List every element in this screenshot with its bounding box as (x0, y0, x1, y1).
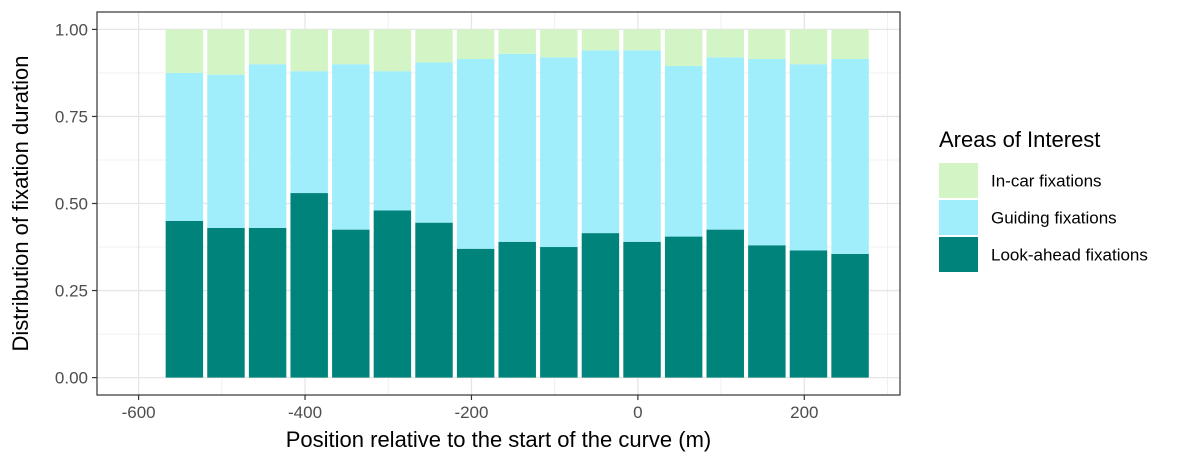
bar-segment (664, 29, 703, 66)
bar-segment (623, 50, 661, 242)
bar-segment (373, 210, 412, 378)
legend-title: Areas of Interest (939, 127, 1100, 152)
bar-segment (415, 222, 453, 378)
bar-segment (540, 29, 578, 58)
bars (165, 29, 869, 378)
x-axis-title: Position relative to the start of the cu… (286, 427, 712, 452)
bar-segment (498, 29, 536, 54)
bar-segment (664, 236, 703, 378)
bar-segment (540, 247, 578, 378)
bar-segment (498, 241, 536, 378)
bar-segment (498, 53, 536, 242)
bar-segment (831, 29, 869, 60)
bar-segment (831, 59, 869, 254)
bar-segment (207, 29, 245, 75)
bar-segment (415, 29, 453, 63)
bar-segment (248, 29, 287, 65)
legend-label: In-car fixations (991, 172, 1102, 191)
bar-segment (748, 59, 786, 246)
x-tick-label: -600 (122, 403, 156, 422)
y-tick-label: 0.75 (55, 107, 88, 126)
bar-segment (207, 74, 245, 228)
bar-segment (165, 220, 204, 378)
x-tick-label: 200 (790, 403, 818, 422)
bar-segment (706, 57, 744, 230)
bar-segment (706, 29, 744, 58)
bar-segment (623, 29, 661, 51)
x-tick-label: -200 (454, 403, 488, 422)
bar-segment (332, 29, 370, 65)
bar-segment (623, 241, 661, 378)
y-tick-label: 1.00 (55, 20, 88, 39)
y-tick-label: 0.25 (55, 282, 88, 301)
legend-key (939, 163, 978, 198)
bar-segment (789, 250, 828, 378)
bar-segment (290, 193, 328, 378)
bar-segment (581, 50, 620, 234)
y-tick-label: 0.00 (55, 369, 88, 388)
y-axis-title: Distribution of fixation duration (8, 56, 33, 352)
legend: Areas of Interest In-car fixations Guidin… (939, 127, 1148, 272)
bar-segment (789, 64, 828, 251)
bar-segment (664, 65, 703, 237)
legend-key (939, 200, 978, 235)
legend-label: Guiding fixations (991, 209, 1117, 228)
bar-segment (332, 64, 370, 230)
bar-segment (831, 253, 869, 378)
bar-segment (456, 59, 495, 249)
legend-key (939, 237, 978, 272)
x-tick-label: -400 (288, 403, 322, 422)
bar-segment (290, 71, 328, 194)
bar-segment (581, 29, 620, 51)
bar-segment (373, 29, 412, 72)
bar-segment (332, 229, 370, 378)
bar-segment (207, 227, 245, 378)
bar-segment (581, 233, 620, 378)
bar-segment (789, 29, 828, 65)
y-tick-label: 0.50 (55, 195, 88, 214)
x-tick-label: 0 (633, 403, 642, 422)
axes: 0.00 0.25 0.50 0.75 1.00 -600 -400 -200 0 200 (55, 20, 819, 422)
bar-segment (165, 29, 204, 73)
legend-label: Look-ahead fixations (991, 246, 1148, 265)
bar-segment (456, 248, 495, 378)
bar-segment (748, 29, 786, 60)
bar-segment (248, 227, 287, 378)
bar-segment (290, 29, 328, 72)
bar-segment (748, 245, 786, 378)
bar-segment (706, 229, 744, 378)
bar-segment (248, 64, 287, 228)
bar-segment (540, 57, 578, 248)
bar-segment (415, 62, 453, 223)
bar-segment (373, 71, 412, 211)
bar-segment (456, 29, 495, 60)
bar-segment (165, 72, 204, 221)
